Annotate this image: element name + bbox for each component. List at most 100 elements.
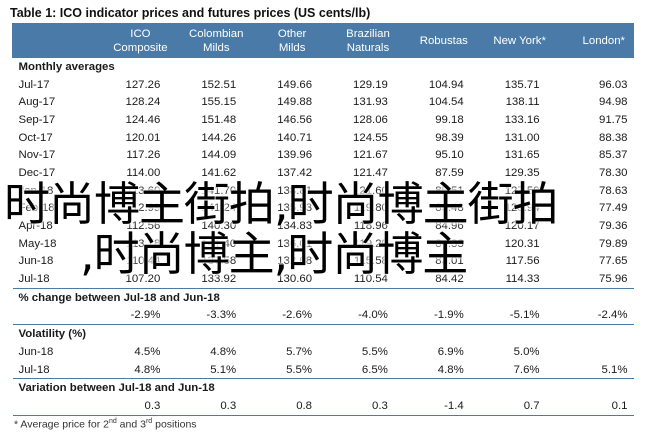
row-label: May-18 bbox=[18, 237, 57, 250]
table-cell: 128.24 bbox=[125, 96, 161, 109]
table-cell: 121.60 bbox=[353, 184, 388, 197]
table-row: Jul-17 127.26 152.51 149.66 129.19 104.94 135.… bbox=[13, 76, 634, 94]
table-cell: 134.83 bbox=[277, 220, 313, 233]
row-label: Jul-18 bbox=[18, 363, 50, 376]
table-cell: 129.35 bbox=[504, 166, 540, 179]
table-cell: 141.24 bbox=[201, 202, 237, 215]
table-cell: 146.56 bbox=[277, 113, 313, 126]
table-cell: 117.26 bbox=[126, 149, 161, 162]
table-cell: 132.68 bbox=[277, 255, 313, 268]
table-cell: 77.49 bbox=[598, 202, 628, 215]
table-cell: 4.8% bbox=[134, 363, 161, 376]
table-cell: 136.01 bbox=[277, 237, 313, 250]
row-label: Feb-18 bbox=[18, 202, 55, 215]
table-cell: 151.48 bbox=[201, 113, 237, 126]
watermark-line-2: ,时尚博主,时尚博主 bbox=[80, 227, 468, 281]
table-cell: 104.54 bbox=[428, 96, 464, 109]
table-cell: 117.56 bbox=[505, 255, 540, 268]
table-cell: 139.96 bbox=[277, 149, 313, 162]
price-table: ICO Composite Colombian Milds Other Milds Braz… bbox=[12, 23, 634, 416]
table-title: Table 1: ICO indicator prices and future… bbox=[10, 6, 371, 20]
table-cell: 98.39 bbox=[435, 131, 464, 144]
table-cell: 5.7% bbox=[286, 345, 313, 358]
table-cell: 141.40 bbox=[201, 237, 237, 250]
table-cell: 149.88 bbox=[277, 96, 313, 109]
table-cell: 4.8% bbox=[210, 345, 237, 358]
table-cell: 78.30 bbox=[598, 166, 628, 179]
table-cell: 79.89 bbox=[598, 237, 628, 250]
table-cell: 138.11 bbox=[505, 96, 540, 109]
table-row: Oct-17 120.01 144.26 140.71 124.55 98.39 131.0… bbox=[13, 129, 634, 147]
table-cell: 88.38 bbox=[598, 131, 628, 144]
table-cell: 135.71 bbox=[504, 78, 540, 91]
table-cell: 110.54 bbox=[353, 273, 388, 286]
table-cell: 119.80 bbox=[353, 202, 388, 215]
row-label: Sep-17 bbox=[18, 113, 56, 126]
table-row: Feb-18 112.99 141.24 135.93 119.80 85.48 123.9… bbox=[13, 200, 634, 218]
table-cell: 95.10 bbox=[435, 149, 464, 162]
table-cell: 104.94 bbox=[428, 78, 464, 91]
row-label: Jul-18 bbox=[18, 273, 50, 286]
section-title: % change between Jul-18 and Jun-18 bbox=[12, 287, 634, 307]
column-header: New York* bbox=[481, 23, 559, 58]
table-cell: 129.19 bbox=[353, 78, 388, 91]
section-title: Volatility (%) bbox=[12, 324, 634, 343]
table-cell: 78.63 bbox=[598, 184, 628, 197]
table-cell: 83.01 bbox=[435, 255, 464, 268]
table-row: Jul-18 107.20 133.92 130.60 110.54 84.42 114.3… bbox=[13, 270, 634, 288]
table-cell: 144.26 bbox=[201, 131, 237, 144]
table-cell: 141.62 bbox=[201, 166, 237, 179]
table-cell: 0.3 bbox=[178, 397, 255, 416]
table-cell: 94.98 bbox=[598, 96, 628, 109]
table-row: Aug-17 128.24 155.15 149.88 131.93 104.54 138.… bbox=[13, 93, 634, 111]
table-cell: -2.9% bbox=[130, 309, 161, 322]
table-cell: 130.60 bbox=[277, 273, 313, 286]
footnote-text: * Average price for 2 bbox=[14, 418, 109, 431]
table-cell: 0.7 bbox=[481, 397, 558, 416]
table-cell: 120.31 bbox=[504, 237, 540, 250]
table-cell: 140.30 bbox=[201, 220, 237, 233]
table-cell: -1.4 bbox=[405, 397, 482, 416]
row-label bbox=[12, 397, 103, 416]
table-cell: 149.66 bbox=[277, 78, 313, 91]
row-label bbox=[13, 307, 103, 325]
table-cell: 131.93 bbox=[353, 96, 388, 109]
section-header-row: Monthly averages bbox=[13, 58, 634, 76]
table-cell: 133.92 bbox=[201, 273, 237, 286]
row-label: Jun-18 bbox=[18, 345, 54, 358]
table-cell: 137.58 bbox=[201, 255, 237, 268]
row-label: Dec-17 bbox=[18, 166, 56, 179]
table-cell: 87.59 bbox=[435, 166, 464, 179]
table-cell: 75.96 bbox=[598, 273, 628, 286]
table-cell: 85.37 bbox=[598, 149, 628, 162]
watermark-line-1: 时尚博主街拍,时尚博主街拍 bbox=[4, 177, 559, 231]
table-cell: 0.3 bbox=[330, 397, 406, 416]
table-cell: 0.1 bbox=[557, 397, 634, 416]
table-cell: 124.46 bbox=[125, 113, 161, 126]
header-row: ICO Composite Colombian Milds Other Milds Braz… bbox=[12, 23, 634, 58]
row-label: Jul-17 bbox=[18, 78, 50, 91]
table-cell: 84.96 bbox=[435, 220, 464, 233]
table-cell: -2.6% bbox=[282, 309, 313, 322]
table-row: Dec-17 114.00 141.62 137.42 121.47 87.59 129.3… bbox=[13, 164, 634, 182]
table-cell: 110.44 bbox=[126, 255, 161, 268]
row-label: Jun-18 bbox=[18, 255, 54, 268]
table-cell: 0.8 bbox=[254, 397, 331, 416]
table-cell: 5.0% bbox=[513, 345, 540, 358]
column-header: Brazilian Naturals bbox=[329, 23, 407, 58]
table-cell: -3.3% bbox=[206, 309, 237, 322]
table-cell: 4.5% bbox=[134, 345, 161, 358]
section-header-row: Variation between Jul-18 and Jun-18 bbox=[12, 378, 634, 398]
table-cell: -2.4% bbox=[597, 309, 628, 322]
table-cell: 107.20 bbox=[125, 273, 161, 286]
table-cell: 114.00 bbox=[126, 166, 161, 179]
table-cell: 113.78 bbox=[126, 237, 161, 250]
table-cell: 84.33 bbox=[435, 237, 464, 250]
table-cell: 140.71 bbox=[277, 131, 313, 144]
column-header bbox=[12, 23, 103, 58]
row-label: Jan-18 bbox=[18, 184, 54, 197]
table-cell: 131.65 bbox=[504, 149, 540, 162]
table-cell: 0.3 bbox=[102, 397, 179, 416]
table-row: Apr-18 112.56 140.30 134.83 118.96 84.96 120.1… bbox=[13, 217, 634, 235]
table-cell: 119.29 bbox=[353, 237, 388, 250]
